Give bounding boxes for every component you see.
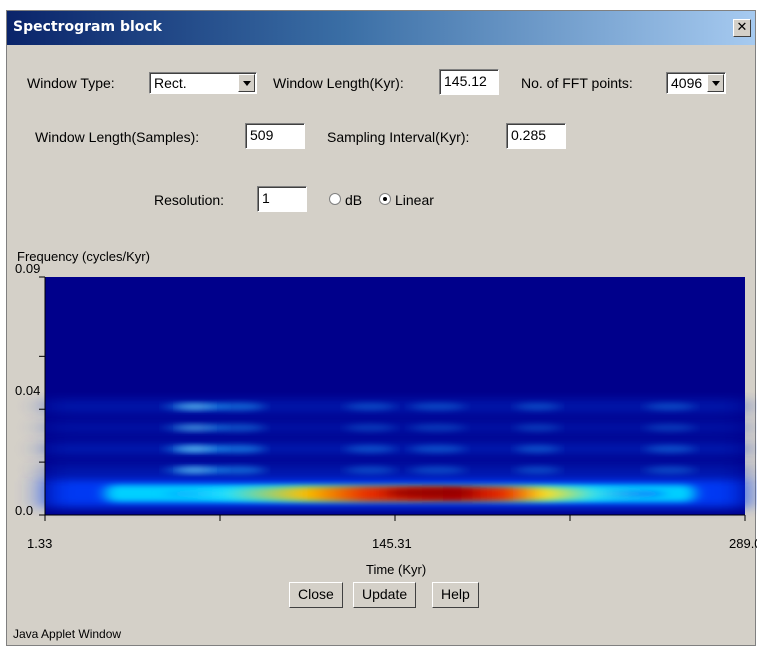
heatmap-band-0 — [45, 477, 745, 508]
db-radio[interactable] — [329, 193, 341, 205]
spectrogram-chart: Frequency (cycles/Kyr) 0.09 0.04 0.0 1.3… — [15, 249, 757, 577]
db-label: dB — [345, 192, 363, 208]
heatmap-band-1 — [45, 463, 745, 478]
heatmap-bands — [45, 399, 745, 508]
fft-points-select[interactable]: 4096 — [666, 72, 726, 94]
resolution-field[interactable]: 1 — [257, 186, 307, 212]
linear-radio[interactable] — [379, 193, 391, 205]
fft-points-label: No. of FFT points: — [521, 75, 633, 91]
chevron-down-icon[interactable] — [238, 74, 255, 92]
window-length-samples-label: Window Length(Samples): — [35, 129, 200, 145]
heatmap-band-3 — [45, 420, 745, 435]
help-button[interactable]: Help — [432, 582, 479, 608]
x-tick-label-mid: 145.31 — [372, 536, 412, 551]
window-length-samples-field[interactable]: 509 — [245, 123, 305, 149]
y-tick-label-top: 0.09 — [15, 261, 40, 276]
update-button[interactable]: Update — [353, 582, 417, 608]
y-axis-label: Frequency (cycles/Kyr) — [17, 249, 150, 264]
window-title: Spectrogram block — [13, 19, 162, 35]
y-tick-label-bottom: 0.0 — [15, 503, 33, 518]
sampling-interval-label: Sampling Interval(Kyr): — [327, 129, 470, 145]
spectrogram-window: Spectrogram block ✕ Window Type: Rect. W… — [6, 10, 757, 646]
window-type-select[interactable]: Rect. — [149, 72, 257, 94]
close-icon[interactable]: ✕ — [733, 19, 751, 37]
resolution-label: Resolution: — [154, 192, 225, 208]
status-bar: Java Applet Window — [13, 627, 122, 641]
heatmap-band-4 — [45, 399, 745, 414]
window-type-label: Window Type: — [27, 75, 115, 91]
y-tick-label-mid: 0.04 — [15, 383, 40, 398]
window-length-kyr-label: Window Length(Kyr): — [273, 75, 404, 91]
sampling-interval-field[interactable]: 0.285 — [506, 123, 566, 149]
chevron-down-icon[interactable] — [707, 74, 724, 92]
axes — [39, 276, 746, 521]
window-type-value: Rect. — [154, 75, 187, 91]
heatmap-band-2 — [45, 441, 745, 456]
linear-label: Linear — [395, 192, 434, 208]
close-button[interactable]: Close — [289, 582, 343, 608]
x-tick-label-start: 1.33 — [27, 536, 52, 551]
fft-points-value: 4096 — [671, 75, 703, 91]
plot-area — [45, 277, 745, 515]
x-tick-label-end: 289.0 — [729, 536, 757, 551]
x-axis-label: Time (Kyr) — [366, 562, 426, 577]
window-length-kyr-field[interactable]: 145.12 — [439, 69, 499, 95]
title-bar: Spectrogram block ✕ — [7, 11, 755, 45]
